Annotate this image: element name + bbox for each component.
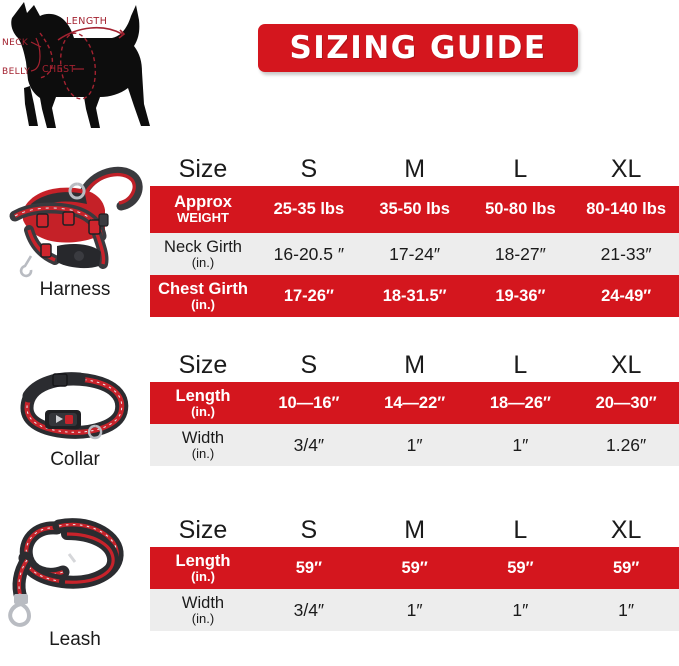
dog-measurement-diagram: LENGTH NECK CHEST BELLY xyxy=(0,0,200,145)
harness-chest-m: 18-31.5″ xyxy=(361,275,468,317)
harness-row-chest-label-text: Chest Girth xyxy=(158,279,248,298)
product-harness-caption: Harness xyxy=(39,279,111,300)
harness-size-table: Size S M L XL Approx WEIGHT 25-35 lbs 35… xyxy=(150,152,679,317)
leash-row-width: Width (in.) 3/4″ 1″ 1″ 1″ xyxy=(150,589,679,631)
leash-header-size: Size xyxy=(150,513,256,547)
collar-header-xl: XL xyxy=(573,348,679,382)
svg-text:BELLY: BELLY xyxy=(2,67,30,77)
product-leash: Leash xyxy=(0,508,150,651)
harness-chest-xl: 24-49″ xyxy=(573,275,679,317)
leash-size-table: Size S M L XL Length (in.) 59″ 59″ 59″ 5… xyxy=(150,513,679,631)
harness-row-neck-label-text: Neck Girth xyxy=(164,237,242,256)
product-collar-caption: Collar xyxy=(50,449,100,470)
harness-weight-s: 25-35 lbs xyxy=(256,186,362,233)
svg-text:NECK: NECK xyxy=(2,38,29,48)
leash-length-xl: 59″ xyxy=(573,547,679,589)
leash-row-length-unit: (in.) xyxy=(191,568,215,584)
collar-row-length-unit: (in.) xyxy=(191,403,215,419)
leash-photo xyxy=(8,518,124,627)
collar-width-s: 3/4″ xyxy=(256,424,362,466)
svg-text:CHEST: CHEST xyxy=(42,64,76,75)
harness-row-neck: Neck Girth (in.) 16-20.5 ″ 17-24″ 18-27″… xyxy=(150,233,679,275)
harness-header-s: S xyxy=(256,152,362,186)
collar-row-length-label: Length (in.) xyxy=(150,382,256,424)
harness-neck-m: 17-24″ xyxy=(361,233,468,275)
harness-chest-s: 17-26″ xyxy=(256,275,362,317)
collar-row-width-label-text: Width xyxy=(181,428,225,447)
harness-neck-s: 16-20.5 ″ xyxy=(256,233,362,275)
harness-header-l: L xyxy=(467,152,574,186)
harness-weight-l: 50-80 lbs xyxy=(467,186,574,233)
harness-header-size: Size xyxy=(150,152,256,186)
harness-header-m: M xyxy=(361,152,468,186)
leash-header-s: S xyxy=(256,513,362,547)
leash-header-row: Size S M L XL xyxy=(150,513,679,547)
harness-row-weight-label: Approx WEIGHT xyxy=(150,186,256,233)
harness-row-neck-unit: (in.) xyxy=(191,254,215,270)
collar-header-m: M xyxy=(361,348,468,382)
leash-width-xl: 1″ xyxy=(573,589,679,631)
product-harness: Harness xyxy=(0,160,150,301)
harness-weight-xl: 80-140 lbs xyxy=(573,186,679,233)
harness-row-weight-label-l1: Approx xyxy=(174,193,232,212)
collar-header-s: S xyxy=(256,348,362,382)
leash-header-m: M xyxy=(361,513,468,547)
collar-row-length-label-text: Length xyxy=(175,386,231,405)
leash-row-length-label: Length (in.) xyxy=(150,547,256,589)
leash-width-l: 1″ xyxy=(467,589,574,631)
collar-photo xyxy=(20,372,129,440)
collar-length-l: 18—26″ xyxy=(467,382,574,424)
harness-row-chest: Chest Girth (in.) 17-26″ 18-31.5″ 19-36″… xyxy=(150,275,679,317)
page-title-text: SIZING GUIDE xyxy=(289,30,547,66)
product-leash-caption: Leash xyxy=(49,629,101,650)
harness-neck-l: 18-27″ xyxy=(467,233,574,275)
harness-header-xl: XL xyxy=(573,152,679,186)
collar-header-l: L xyxy=(467,348,574,382)
collar-row-width-label: Width (in.) xyxy=(150,424,256,466)
leash-header-l: L xyxy=(467,513,574,547)
leash-length-l: 59″ xyxy=(467,547,574,589)
harness-header-row: Size S M L XL xyxy=(150,152,679,186)
harness-row-chest-label: Chest Girth (in.) xyxy=(150,275,256,317)
collar-size-table: Size S M L XL Length (in.) 10—16″ 14—22″… xyxy=(150,348,679,466)
collar-row-width-unit: (in.) xyxy=(191,445,215,461)
collar-width-xl: 1.26″ xyxy=(573,424,679,466)
svg-text:LENGTH: LENGTH xyxy=(66,16,107,27)
collar-length-m: 14—22″ xyxy=(361,382,468,424)
leash-length-s: 59″ xyxy=(256,547,362,589)
leash-row-width-label: Width (in.) xyxy=(150,589,256,631)
collar-width-m: 1″ xyxy=(361,424,468,466)
collar-width-l: 1″ xyxy=(467,424,574,466)
harness-row-neck-label: Neck Girth (in.) xyxy=(150,233,256,275)
harness-chest-l: 19-36″ xyxy=(467,275,574,317)
leash-row-width-label-text: Width xyxy=(181,593,225,612)
leash-length-m: 59″ xyxy=(361,547,468,589)
collar-length-s: 10—16″ xyxy=(256,382,362,424)
harness-row-chest-unit: (in.) xyxy=(191,296,215,312)
harness-neck-xl: 21-33″ xyxy=(573,233,679,275)
leash-row-width-unit: (in.) xyxy=(191,610,215,626)
leash-row-length-label-text: Length xyxy=(175,551,231,570)
page-title: SIZING GUIDE xyxy=(258,24,578,72)
leash-row-length: Length (in.) 59″ 59″ 59″ 59″ xyxy=(150,547,679,589)
harness-row-weight: Approx WEIGHT 25-35 lbs 35-50 lbs 50-80 … xyxy=(150,186,679,233)
leash-header-xl: XL xyxy=(573,513,679,547)
harness-photo xyxy=(9,166,143,278)
product-collar: Collar xyxy=(0,368,150,471)
collar-length-xl: 20—30″ xyxy=(573,382,679,424)
harness-weight-m: 35-50 lbs xyxy=(361,186,468,233)
collar-row-width: Width (in.) 3/4″ 1″ 1″ 1.26″ xyxy=(150,424,679,466)
leash-width-s: 3/4″ xyxy=(256,589,362,631)
collar-row-length: Length (in.) 10—16″ 14—22″ 18—26″ 20—30″ xyxy=(150,382,679,424)
leash-width-m: 1″ xyxy=(361,589,468,631)
harness-row-weight-label-l2: WEIGHT xyxy=(177,210,229,226)
collar-header-row: Size S M L XL xyxy=(150,348,679,382)
collar-header-size: Size xyxy=(150,348,256,382)
